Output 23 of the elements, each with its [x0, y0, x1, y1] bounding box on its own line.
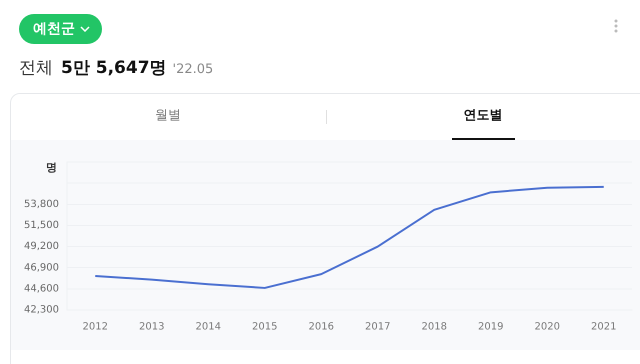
text: '22.05	[172, 62, 214, 77]
x-tick-label: 2016	[308, 322, 334, 333]
x-tick-label: 2021	[591, 322, 616, 333]
x-tick-label: 2014	[196, 322, 221, 333]
chart-title: 예천군	[33, 20, 75, 38]
x-tick-label: 2013	[139, 322, 164, 333]
x-tick-label: 2018	[422, 322, 447, 333]
y-tick-label: 44,600	[24, 283, 59, 294]
text: 연도별	[452, 104, 514, 140]
x-tick-label: 2012	[82, 322, 108, 333]
x-tick-label: 2017	[365, 322, 390, 333]
y-tick-label: 51,500	[24, 220, 59, 232]
x-tick-label: 2020	[534, 322, 560, 333]
y-tick-label: 42,300	[24, 304, 59, 316]
text: 전체	[19, 57, 53, 79]
text: 5만 5,647명	[61, 57, 167, 79]
y-tick-label: 53,800	[24, 198, 59, 210]
text: 월별	[154, 107, 182, 125]
x-tick-label: 2019	[478, 322, 504, 333]
y-tick-label: 46,900	[24, 262, 59, 274]
x-tick-label: 2015	[252, 322, 278, 333]
y-tick-label: 49,200	[24, 241, 59, 252]
y-axis-title: 명	[46, 160, 57, 174]
